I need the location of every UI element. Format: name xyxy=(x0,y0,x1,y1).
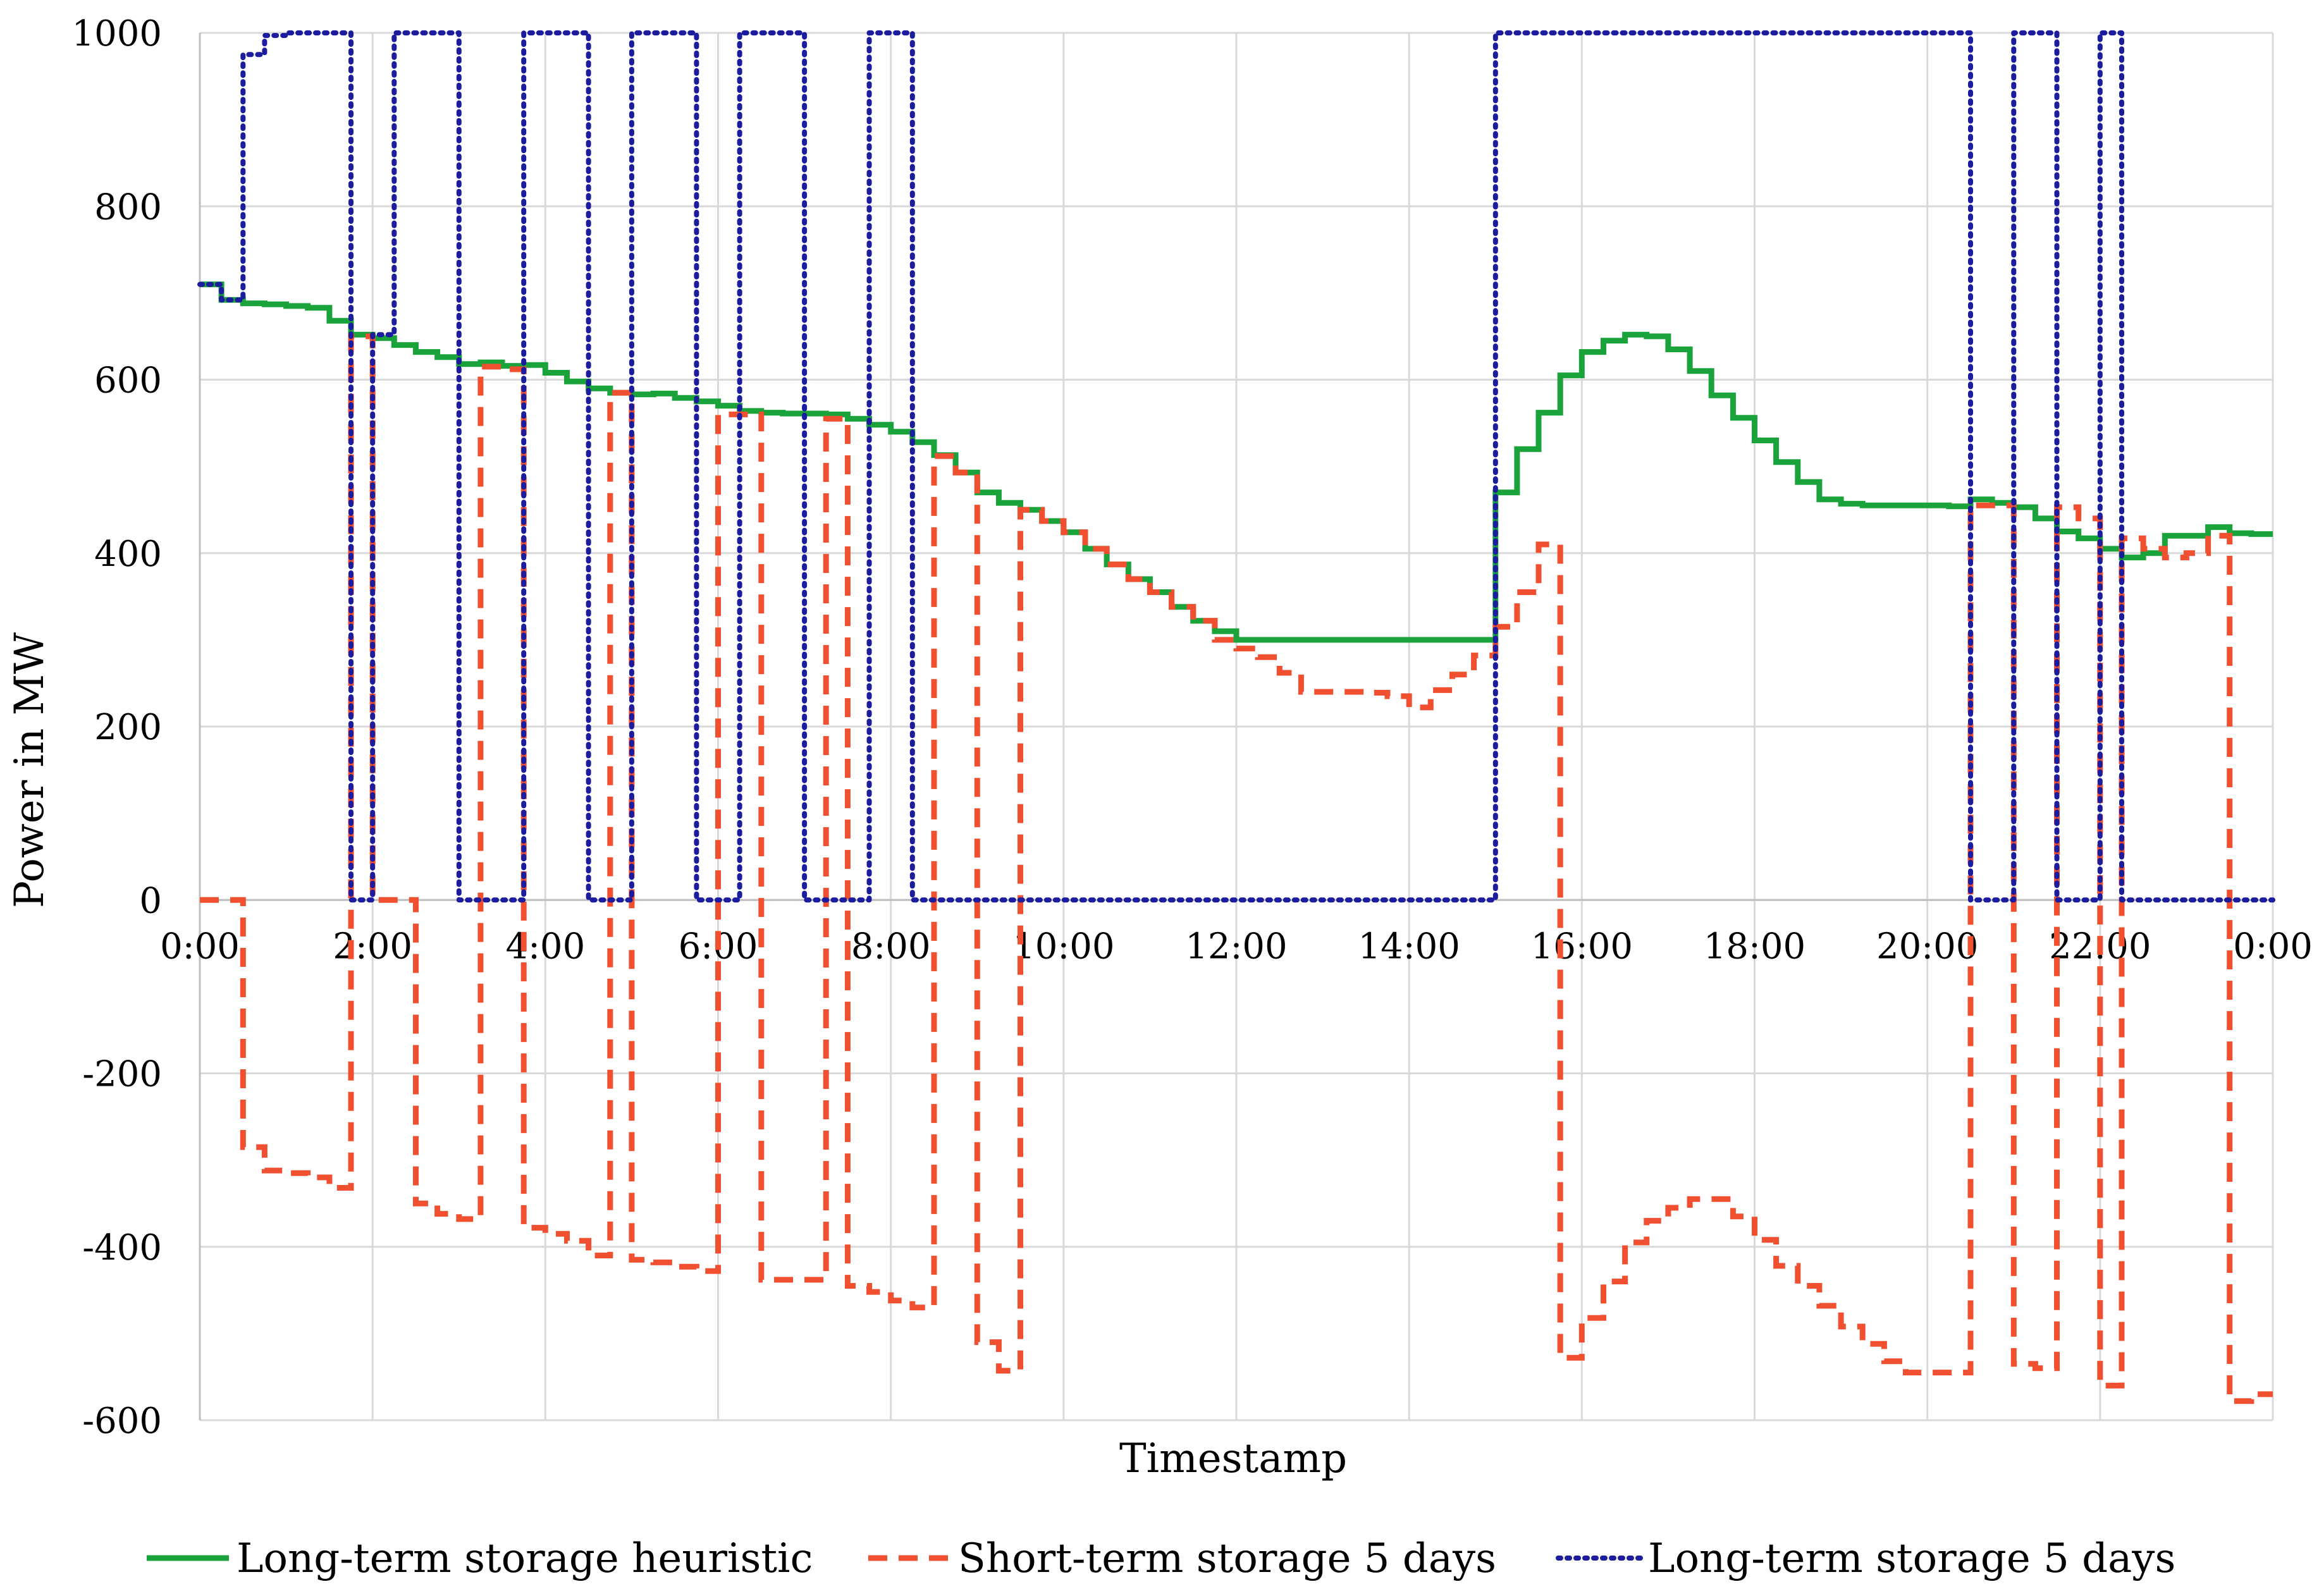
series-line-short-term xyxy=(200,333,2273,1404)
x-tick-label: 10:00 xyxy=(1012,926,1114,967)
y-tick-label: 0 xyxy=(139,880,162,921)
x-tick-labels: 0:00 2:00 4:00 6:00 8:00 10:00 12:00 14:00 16:00… xyxy=(160,926,2313,967)
legend-item-short-term: Short-term storage 5 days xyxy=(868,1535,1496,1582)
series-line-heuristic xyxy=(200,281,2273,643)
x-tick-label: 18:00 xyxy=(1704,926,1805,967)
x-tick-label: 20:00 xyxy=(1876,926,1978,967)
y-tick-label: -400 xyxy=(82,1227,162,1268)
series-line-long-term xyxy=(197,30,2275,903)
y-tick-labels: 1000 800 600 400 200 0 -200 -400 -600 xyxy=(71,13,162,1442)
y-tick-label: -200 xyxy=(82,1054,162,1095)
x-tick-label: 4:00 xyxy=(505,926,585,967)
legend-item-long-term: Long-term storage 5 days xyxy=(1556,1535,2175,1582)
x-axis-title: Timestamp xyxy=(1119,1435,1347,1482)
y-tick-label: 800 xyxy=(94,187,162,228)
x-tick-label: 2:00 xyxy=(333,926,412,967)
series-lines xyxy=(197,30,2275,1404)
y-tick-label: -600 xyxy=(82,1401,162,1442)
legend-label-heuristic: Long-term storage heuristic xyxy=(237,1535,813,1582)
y-tick-label: 200 xyxy=(94,707,162,748)
legend-item-heuristic: Long-term storage heuristic xyxy=(147,1535,813,1582)
x-tick-label: 0:00 xyxy=(160,926,240,967)
x-tick-label: 14:00 xyxy=(1358,926,1460,967)
legend: Long-term storage heuristic Short-term s… xyxy=(147,1535,2175,1582)
y-tick-label: 1000 xyxy=(71,13,162,54)
y-tick-label: 400 xyxy=(94,534,162,575)
x-tick-label: 0:00 xyxy=(2233,926,2313,967)
y-tick-label: 600 xyxy=(94,360,162,402)
x-tick-label: 12:00 xyxy=(1185,926,1287,967)
y-axis-title: Power in MW xyxy=(6,632,53,908)
legend-label-long-term: Long-term storage 5 days xyxy=(1648,1535,2175,1582)
x-tick-label: 16:00 xyxy=(1531,926,1633,967)
x-tick-label: 8:00 xyxy=(851,926,931,967)
legend-label-short-term: Short-term storage 5 days xyxy=(958,1535,1496,1582)
